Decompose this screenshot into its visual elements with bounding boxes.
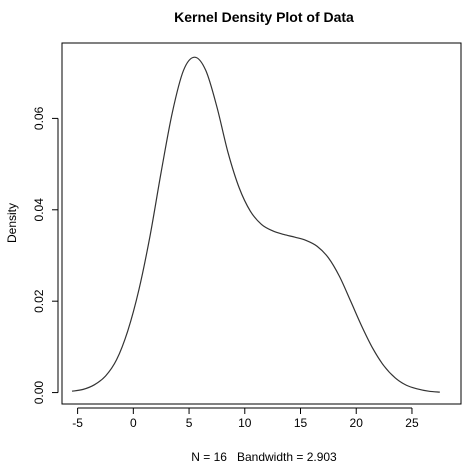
- y-tick-label: 0.06: [32, 106, 46, 130]
- chart-title: Kernel Density Plot of Data: [174, 9, 354, 25]
- y-tick-label: 0.02: [32, 289, 46, 313]
- plot-frame: [61, 42, 462, 405]
- x-tick-label: -5: [72, 416, 83, 430]
- y-tick-label: 0.00: [32, 381, 46, 405]
- x-tick-label: 20: [350, 416, 364, 430]
- y-axis-label: Density: [5, 203, 19, 243]
- y-axis: 0.00 0.02 0.04 0.06: [32, 106, 59, 405]
- y-tick-label: 0.04: [32, 198, 46, 222]
- x-tick-label: 25: [405, 416, 419, 430]
- x-tick-label: 0: [130, 416, 137, 430]
- x-tick-label: 15: [294, 416, 308, 430]
- density-curve: [71, 56, 440, 393]
- x-tick-label: 5: [186, 416, 193, 430]
- x-axis: -5 0 5 10 15 20 25: [72, 407, 419, 430]
- x-axis-label: N = 16 Bandwidth = 2.903: [191, 450, 337, 464]
- x-tick-label: 10: [238, 416, 252, 430]
